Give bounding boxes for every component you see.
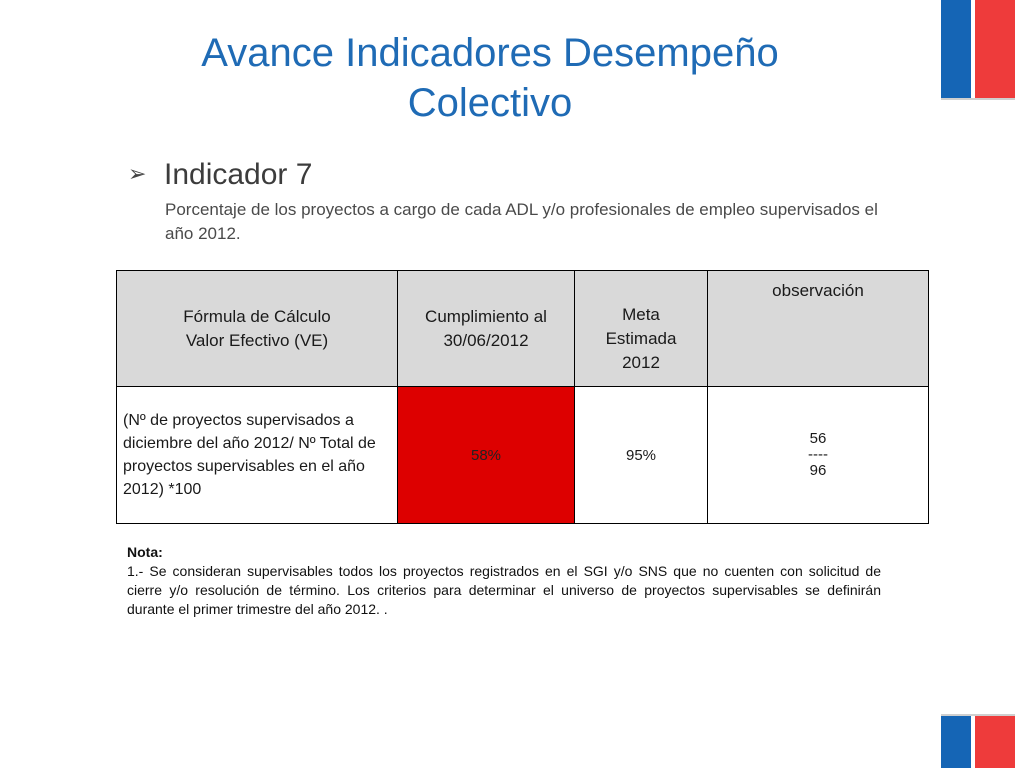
- cell-formula: (Nº de proyectos supervisados a diciembr…: [116, 386, 398, 524]
- indicator-bullet: ➢ Indicador 7: [128, 158, 312, 192]
- header-formula-line1: Fórmula de Cálculo: [183, 306, 331, 326]
- cell-meta: 95%: [574, 386, 708, 524]
- flag-blue-stripe: [941, 0, 971, 98]
- flag-decoration-bottom: [941, 716, 1015, 768]
- note-block: Nota: 1.- Se consideran supervisables to…: [127, 543, 881, 619]
- flag-red-stripe: [975, 0, 1015, 98]
- obs-denominator: 96: [809, 462, 827, 479]
- obs-numerator: 56: [809, 430, 827, 447]
- flag-decoration-top: [941, 0, 1015, 98]
- slide-title: Avance Indicadores Desempeño Colectivo: [140, 28, 840, 128]
- cell-cumplimiento: 58%: [397, 386, 575, 524]
- table-header-row: Fórmula de Cálculo Valor Efectivo (VE) C…: [116, 270, 929, 387]
- note-heading: Nota:: [127, 544, 163, 560]
- flag-shadow-top: [941, 98, 1015, 100]
- header-meta-line1: Meta: [622, 305, 660, 324]
- arrow-bullet-icon: ➢: [128, 161, 147, 186]
- header-formula: Fórmula de Cálculo Valor Efectivo (VE): [116, 270, 398, 387]
- table-row: (Nº de proyectos supervisados a diciembr…: [116, 386, 929, 524]
- flag-shadow-bottom: [941, 714, 1015, 716]
- header-meta-line2: Estimada: [605, 329, 677, 348]
- header-formula-line2: Valor Efectivo (VE): [185, 330, 329, 350]
- cell-observacion: 56 ---- 96: [707, 386, 929, 524]
- flag-blue-stripe: [941, 716, 971, 768]
- header-cumplimiento: Cumplimiento al 30/06/2012: [397, 270, 575, 387]
- note-text: 1.- Se consideran supervisables todos lo…: [127, 563, 881, 617]
- indicator-description: Porcentaje de los proyectos a cargo de c…: [165, 200, 878, 243]
- flag-red-stripe: [975, 716, 1015, 768]
- title-line-2: Colectivo: [407, 81, 573, 125]
- title-line-1: Avance Indicadores Desempeño: [201, 31, 779, 75]
- header-cumplimiento-line2: 30/06/2012: [443, 330, 529, 350]
- header-cumplimiento-line1: Cumplimiento al: [425, 306, 547, 326]
- indicator-table: Fórmula de Cálculo Valor Efectivo (VE) C…: [116, 270, 929, 524]
- header-observacion: observación: [707, 270, 929, 387]
- obs-divider: ----: [808, 446, 828, 463]
- indicator-label: Indicador 7: [164, 158, 313, 191]
- header-meta: Meta Estimada 2012: [574, 270, 708, 387]
- header-meta-line3: 2012: [622, 353, 660, 372]
